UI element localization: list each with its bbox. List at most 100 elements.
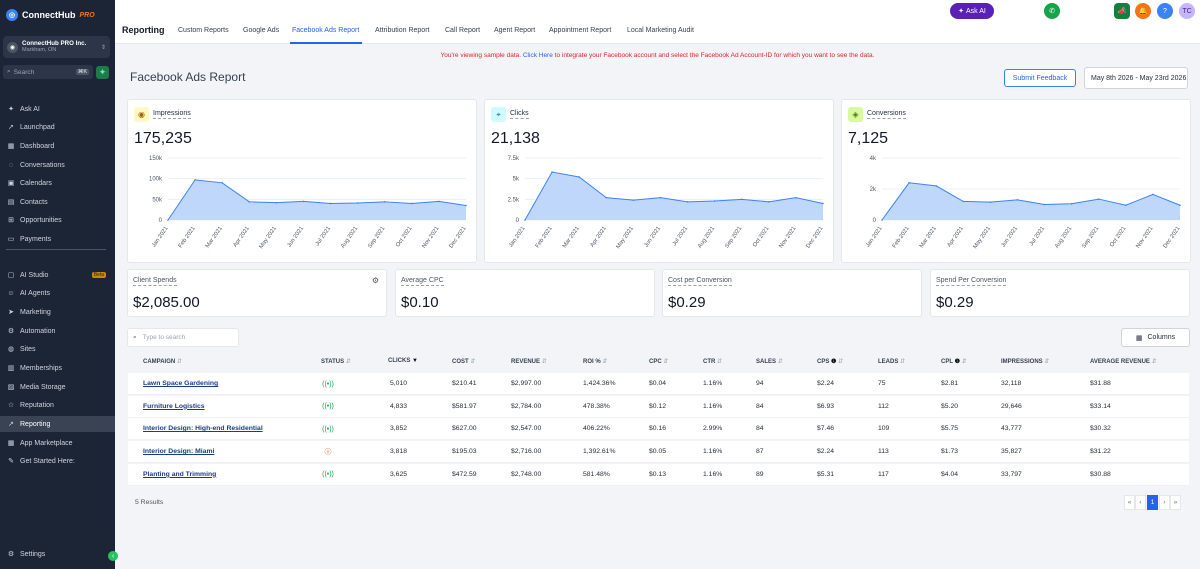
column-header-cost[interactable]: COST ⇵: [452, 359, 476, 365]
data-point[interactable]: [795, 196, 797, 199]
gear-icon[interactable]: ⚙: [371, 276, 379, 285]
data-point[interactable]: [329, 202, 332, 205]
table-row[interactable]: Interior Design: Miami Ⓘ 3,818 $195.03 $2,71…: [128, 441, 1189, 464]
integrate-link[interactable]: Click Here: [522, 52, 553, 59]
data-point[interactable]: [659, 196, 662, 199]
table-row[interactable]: Lawn Space Gardening ((•)) 5,010 $210.41 $2,…: [128, 373, 1189, 395]
submit-feedback-button[interactable]: Submit Feedback: [1004, 69, 1076, 87]
sidebar-item-media-storage[interactable]: ▨ Media Storage: [0, 379, 115, 395]
column-header-clicks[interactable]: CLICKS ▼: [388, 358, 418, 364]
bell-icon[interactable]: 🔔: [1135, 3, 1151, 19]
data-point[interactable]: [465, 204, 467, 207]
data-point[interactable]: [881, 219, 883, 221]
first-page-button[interactable]: «: [1124, 495, 1135, 510]
data-point[interactable]: [908, 182, 910, 184]
table-row[interactable]: Furniture Logistics ((•)) 4,833 $581.97 $2,7…: [128, 395, 1189, 418]
data-point[interactable]: [578, 176, 580, 178]
tab-google-ads[interactable]: Google Ads: [243, 27, 280, 34]
campaign-link[interactable]: Interior Design: Miami: [143, 448, 215, 456]
sidebar-item-ai-studio[interactable]: ▢ AI Studio Beta: [0, 267, 115, 283]
sidebar-item-dashboard[interactable]: ▦ Dashboard: [0, 138, 115, 154]
data-point[interactable]: [1179, 204, 1181, 207]
collapse-sidebar-button[interactable]: ‹: [108, 551, 118, 561]
megaphone-icon[interactable]: 📣: [1114, 3, 1130, 19]
data-point[interactable]: [1016, 199, 1019, 201]
data-point[interactable]: [411, 202, 413, 205]
sidebar-item-payments[interactable]: ▭ Payments: [0, 231, 115, 247]
tab-agent-report[interactable]: Agent Report: [494, 27, 536, 34]
data-point[interactable]: [221, 182, 223, 184]
tab-call-report[interactable]: Call Report: [445, 27, 481, 34]
column-header-average-revenue[interactable]: AVERAGE REVENUE ⇵: [1090, 359, 1157, 365]
sidebar-item-launchpad[interactable]: ➚ Launchpad: [0, 119, 115, 135]
sidebar-item-contacts[interactable]: ▤ Contacts: [0, 194, 115, 210]
page-button[interactable]: 1: [1147, 495, 1158, 510]
data-point[interactable]: [962, 200, 965, 203]
sidebar-item-reputation[interactable]: ☆ Reputation: [0, 397, 115, 413]
data-point[interactable]: [194, 179, 196, 181]
sidebar-item-ai-agents[interactable]: ☺ AI Agents: [0, 285, 115, 301]
ask-ai-button[interactable]: ✦ Ask AI: [950, 3, 994, 19]
data-point[interactable]: [302, 200, 305, 203]
last-page-button[interactable]: »: [1170, 495, 1181, 510]
sidebar-item-get-started-here[interactable]: ✎ Get Started Here:: [0, 453, 115, 469]
data-point[interactable]: [383, 201, 386, 203]
data-point[interactable]: [768, 201, 770, 203]
sidebar-item-sites[interactable]: ◍ Sites: [0, 341, 115, 357]
date-range-picker[interactable]: May 8th 2026 - May 23rd 2026: [1084, 67, 1188, 89]
tab-custom-reports[interactable]: Custom Reports: [178, 27, 229, 34]
data-point[interactable]: [1070, 202, 1073, 205]
column-header-status[interactable]: STATUS ⇵: [321, 359, 351, 365]
prev-page-button[interactable]: ‹: [1135, 495, 1146, 510]
sidebar-item-settings[interactable]: ⚙ Settings: [0, 546, 115, 562]
column-header-impressions[interactable]: IMPRESSIONS ⇵: [1001, 359, 1050, 365]
column-header-roi-[interactable]: ROI % ⇵: [583, 359, 608, 365]
user-avatar[interactable]: TC: [1179, 3, 1195, 19]
sidebar-item-conversations[interactable]: ◌ Conversations: [0, 157, 115, 173]
column-header-leads[interactable]: LEADS ⇵: [878, 359, 906, 365]
data-point[interactable]: [632, 199, 635, 201]
campaign-link[interactable]: Planting and Trimming: [143, 470, 217, 478]
table-row[interactable]: Interior Design: High-end Residential ((•…: [128, 418, 1189, 441]
tab-attribution-report[interactable]: Attribution Report: [375, 27, 430, 34]
data-point[interactable]: [438, 200, 440, 203]
columns-button[interactable]: ▦ Columns: [1121, 328, 1190, 347]
tab-appointment-report[interactable]: Appointment Report: [549, 27, 612, 34]
phone-icon[interactable]: ✆: [1044, 3, 1060, 19]
table-row[interactable]: Planting and Trimming ((•)) 3,625 $472.59 $2…: [128, 463, 1189, 486]
table-search-input[interactable]: ⌕ Type to search: [127, 328, 239, 347]
column-header-cpc[interactable]: CPC ⇵: [649, 359, 669, 365]
tab-facebook-ads-report[interactable]: Facebook Ads Report: [292, 27, 360, 34]
data-point[interactable]: [686, 201, 689, 203]
column-header-campaign[interactable]: CAMPAIGN ⇵: [143, 359, 182, 365]
data-point[interactable]: [822, 202, 824, 205]
data-point[interactable]: [356, 202, 359, 204]
campaign-link[interactable]: Furniture Logistics: [143, 402, 205, 410]
sidebar-item-automation[interactable]: ⚙ Automation: [0, 323, 115, 339]
sidebar-item-calendars[interactable]: ▣ Calendars: [0, 175, 115, 191]
quick-action-button[interactable]: ✦: [96, 66, 109, 79]
data-point[interactable]: [551, 171, 553, 173]
data-point[interactable]: [935, 185, 937, 187]
column-header-sales[interactable]: SALES ⇵: [756, 359, 783, 365]
brand-logo[interactable]: ◎ ConnectHub PRO: [6, 9, 95, 21]
data-point[interactable]: [248, 201, 251, 203]
data-point[interactable]: [740, 198, 743, 201]
data-point[interactable]: [1097, 198, 1100, 200]
data-point[interactable]: [167, 219, 169, 221]
sidebar-item-ask-ai[interactable]: ✦ Ask AI: [0, 101, 115, 117]
column-header-ctr[interactable]: CTR ⇵: [703, 359, 723, 365]
data-point[interactable]: [989, 201, 992, 203]
sidebar-item-reporting[interactable]: ↗ Reporting: [0, 416, 115, 432]
help-icon[interactable]: ?: [1157, 3, 1173, 19]
sidebar-item-memberships[interactable]: ▥ Memberships: [0, 360, 115, 376]
account-switcher[interactable]: ◉ ConnectHub PRO Inc. Markham, ON ⇕: [3, 36, 110, 58]
next-page-button[interactable]: ›: [1159, 495, 1170, 510]
column-header-revenue[interactable]: REVENUE ⇵: [511, 359, 547, 365]
campaign-link[interactable]: Lawn Space Gardening: [143, 380, 219, 387]
sidebar-item-marketing[interactable]: ➤ Marketing: [0, 304, 115, 320]
data-point[interactable]: [713, 200, 716, 202]
data-point[interactable]: [524, 219, 526, 221]
campaign-link[interactable]: Interior Design: High-end Residential: [143, 425, 263, 433]
column-header-cps[interactable]: CPS ❶ ⇵: [817, 359, 844, 365]
